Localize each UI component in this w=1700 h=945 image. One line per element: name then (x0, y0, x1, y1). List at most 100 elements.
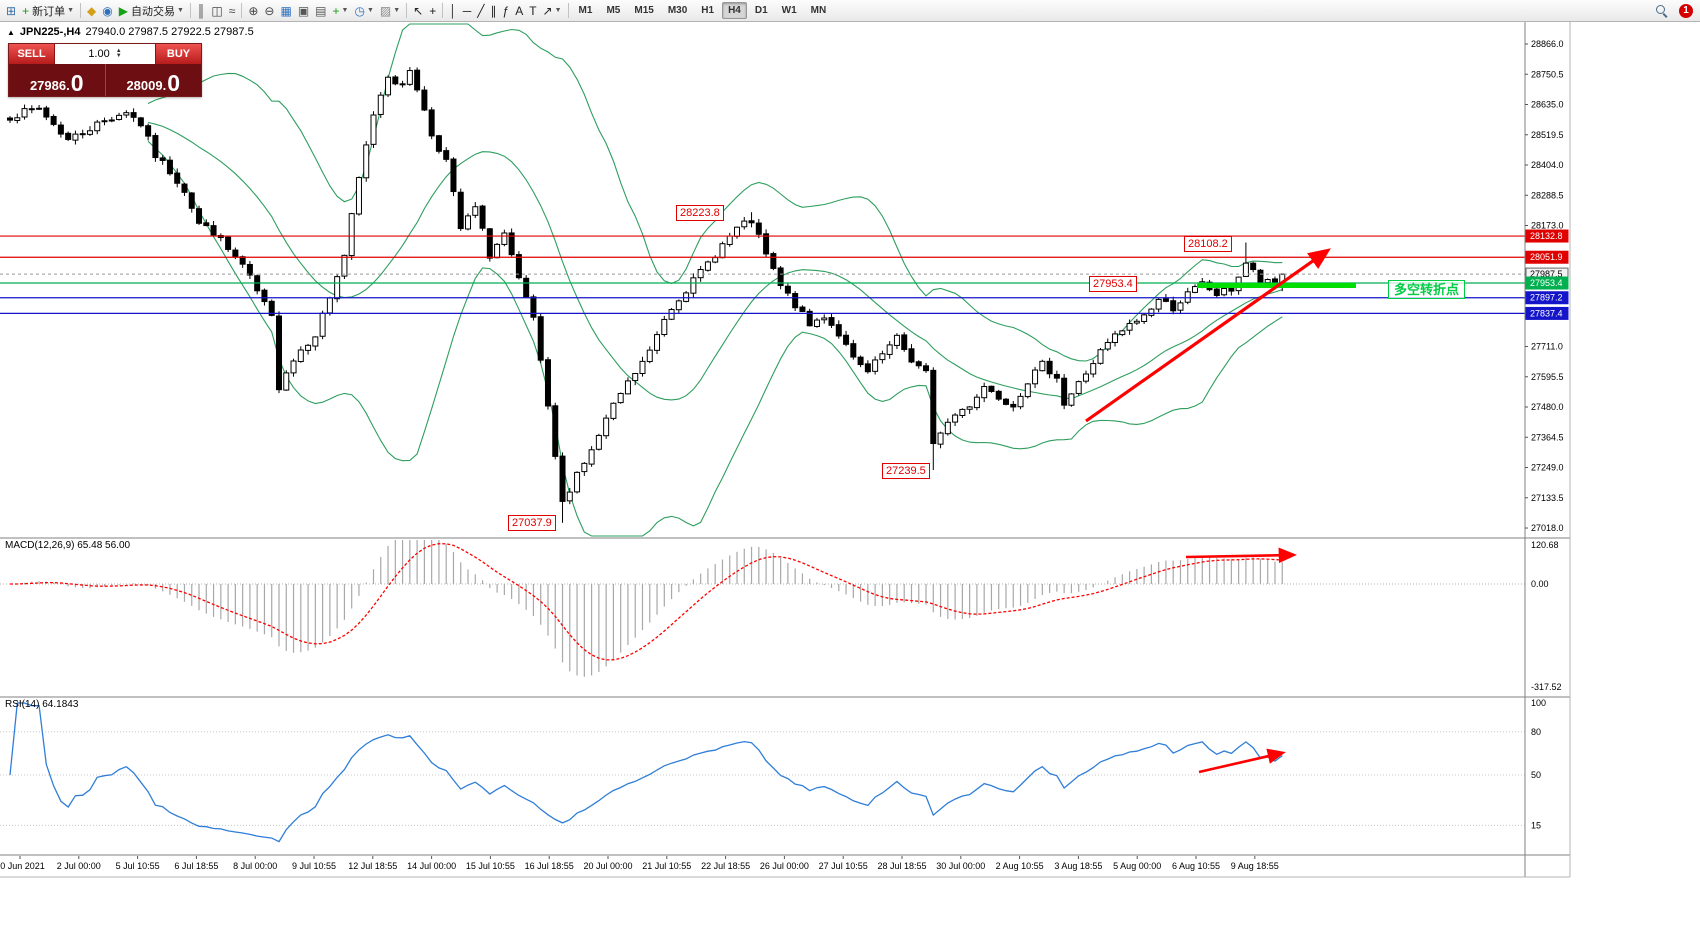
timeframe-m15-button[interactable]: M15 (634, 5, 654, 16)
axis-marker-28132.8: 28132.8 (1525, 229, 1569, 243)
timeframe-mn-button[interactable]: MN (810, 5, 827, 16)
chart-line-button[interactable]: ≈ (226, 2, 239, 20)
vline-button[interactable]: │ (446, 2, 460, 20)
chart-ohlc-values: 27940.0 27987.5 27922.5 27987.5 (85, 26, 254, 38)
cursor-button[interactable]: ↖ (410, 2, 426, 20)
time-tick: 28 Jul 18:55 (877, 861, 926, 871)
timeframe-m5-button[interactable]: M5 (606, 5, 621, 16)
volume-value: 1.00 (88, 48, 110, 60)
price-label-28223.8[interactable]: 28223.8 (676, 205, 724, 221)
sell-button[interactable]: SELL (9, 44, 55, 64)
chart-line-icon: ≈ (228, 3, 236, 18)
timeframe-d1-button[interactable]: D1 (754, 5, 768, 16)
time-tick: 16 Jul 18:55 (525, 861, 574, 871)
app-menu-button[interactable]: ⊞ (3, 2, 19, 20)
trend-arrow-macd[interactable] (1185, 547, 1297, 564)
text-icon: A (515, 3, 524, 18)
svg-text:27953.4: 27953.4 (1530, 278, 1563, 288)
trend-arrow-main[interactable] (1085, 248, 1331, 423)
search-icon (1655, 4, 1668, 17)
channel-button[interactable]: ∥ (488, 2, 500, 20)
chart-candles-button[interactable]: ◫ (208, 2, 225, 20)
macd-histogram (16, 540, 1283, 677)
price-label-27239.5[interactable]: 27239.5 (882, 463, 930, 479)
time-tick: 2 Jul 00:00 (57, 861, 101, 871)
search-button[interactable] (1652, 2, 1671, 20)
turning-point-annotation[interactable]: 多空转折点 (1388, 280, 1466, 299)
fibonacci-button[interactable]: ƒ (500, 2, 513, 20)
rsi-indicator-label: RSI(14) 64.1843 (5, 699, 79, 710)
zoom-out-button[interactable]: ⊖ (261, 2, 277, 20)
arrows-icon: ↗ (542, 3, 553, 18)
metaeditor-button[interactable]: ◆ (84, 2, 99, 20)
time-tick: 2 Aug 10:55 (996, 861, 1044, 871)
notifications-badge[interactable]: 1 (1679, 3, 1693, 18)
templates-button[interactable]: ▨ ▼ (377, 2, 403, 20)
toolbar: ⊞ + 新订单 ▼ ◆ ◉ ▶ 自动交易 ▼ ║ ◫ ≈ ⊕ ⊖ ▦ ▣ ▤ + ▼ ◷ ▼ ▨ ▼ ↖ + │ ─ ╱ ∥ ƒ A T ↗ ▼ … (0, 0, 1700, 22)
price-axis[interactable]: 28866.0 28750.5 28635.0 28519.5 28404.0 28288… (1525, 39, 1569, 533)
svg-text:27837.4: 27837.4 (1530, 308, 1563, 318)
volume-input[interactable]: 1.00 ▲ ▼ (55, 44, 155, 64)
zoom-in-icon: ⊕ (248, 3, 259, 18)
periods-button[interactable]: ◷ ▼ (351, 2, 376, 20)
label-button[interactable]: T (526, 2, 539, 20)
buy-button[interactable]: BUY (155, 44, 201, 64)
time-tick: 15 Jul 10:55 (466, 861, 515, 871)
time-tick: 30 Jun 2021 (0, 861, 45, 871)
text-button[interactable]: A (512, 2, 526, 20)
axis-marker-28051.9: 28051.9 (1525, 250, 1569, 264)
price-label-27037.9[interactable]: 27037.9 (508, 515, 556, 531)
one-click-trading-panel: SELL 1.00 ▲ ▼ BUY 27986. 0 28009. 0 (8, 43, 202, 97)
auto-scroll-button[interactable]: ▣ (295, 2, 312, 20)
price-label-28108.2[interactable]: 28108.2 (1184, 236, 1232, 252)
volume-spinner[interactable]: ▲ ▼ (115, 48, 122, 59)
candlesticks (7, 67, 1286, 523)
timeframe-h4-button[interactable]: H4 (722, 2, 747, 19)
trend-arrow-rsi[interactable] (1198, 748, 1286, 774)
market-button[interactable]: ◉ (99, 2, 115, 20)
chart-bars-button[interactable]: ║ (194, 2, 209, 20)
app-icon: ⊞ (6, 3, 17, 18)
autotrade-button[interactable]: ▶ 自动交易 ▼ (116, 2, 187, 20)
periods-icon: ◷ (354, 3, 365, 18)
chart-shift-button[interactable]: ▤ (312, 2, 329, 20)
chart-title: ▲ JPN225-,H4 27940.0 27987.5 27922.5 279… (7, 26, 254, 38)
axis-marker-27953.4: 27953.4 (1525, 276, 1569, 290)
price-tick: 28866.0 (1531, 39, 1564, 49)
timeframe-m1-button[interactable]: M1 (578, 5, 593, 16)
indicators-button[interactable]: + ▼ (330, 2, 352, 20)
price-label-27953.4[interactable]: 27953.4 (1089, 276, 1137, 292)
hline-button[interactable]: ─ (460, 2, 475, 20)
axis-marker-27897.2: 27897.2 (1525, 291, 1569, 305)
tile-windows-button[interactable]: ▦ (277, 2, 294, 20)
timeframe-w1-button[interactable]: W1 (781, 5, 797, 16)
macd-axis-label: -317.52 (1531, 682, 1562, 692)
macd-axis-label: 0.00 (1531, 579, 1549, 589)
fibonacci-icon: ƒ (502, 3, 510, 18)
price-tick: 28750.5 (1531, 69, 1564, 79)
time-tick: 3 Aug 18:55 (1054, 861, 1102, 871)
horizontal-lines[interactable] (0, 235, 1525, 315)
timeframe-h1-button[interactable]: H1 (701, 5, 715, 16)
metaeditor-icon: ◆ (87, 3, 97, 18)
axis-marker-27837.4: 27837.4 (1525, 306, 1569, 320)
time-tick: 21 Jul 10:55 (642, 861, 691, 871)
price-tick: 27133.5 (1531, 493, 1564, 503)
time-tick: 30 Jul 00:00 (936, 861, 985, 871)
time-tick: 5 Aug 00:00 (1113, 861, 1161, 871)
timeframe-m30-button[interactable]: M30 (667, 5, 688, 16)
new-order-button[interactable]: + 新订单 ▼ (19, 2, 77, 20)
price-tick: 28404.0 (1531, 160, 1564, 170)
time-tick: 20 Jul 00:00 (583, 861, 632, 871)
autotrade-button-label: 自动交易 (130, 5, 175, 18)
time-tick: 27 Jul 10:55 (819, 861, 868, 871)
time-axis[interactable]: 30 Jun 2021 2 Jul 00:00 5 Jul 10:55 6 Jul 1… (0, 856, 1279, 871)
arrows-button[interactable]: ↗ ▼ (540, 2, 565, 20)
trendline-button[interactable]: ╱ (474, 2, 487, 20)
horizontal-line-icon: ─ (462, 3, 472, 18)
crosshair-button[interactable]: + (426, 2, 439, 20)
svg-text:28132.8: 28132.8 (1530, 231, 1563, 241)
zoom-in-button[interactable]: ⊕ (245, 2, 261, 20)
